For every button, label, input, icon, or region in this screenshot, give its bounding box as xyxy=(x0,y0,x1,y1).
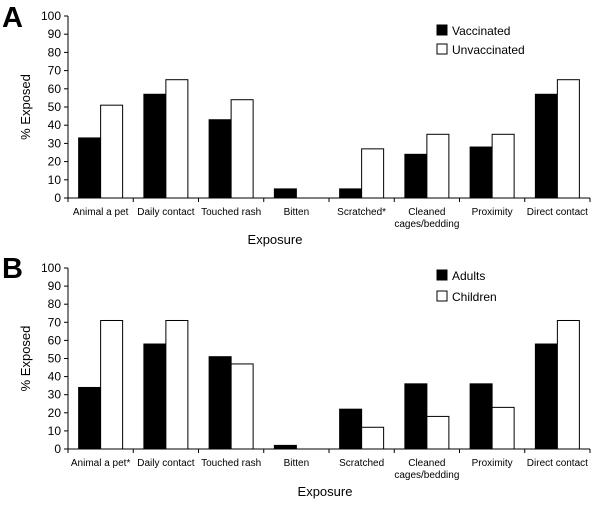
x-tick-label: Direct contact xyxy=(527,207,588,218)
x-tick-label: Daily contact xyxy=(137,458,194,469)
x-axis-title: Exposure xyxy=(248,232,303,247)
panel-letter: A xyxy=(2,2,23,34)
y-tick-label: 90 xyxy=(48,279,62,293)
bar-children-6 xyxy=(491,406,515,450)
bar-unvaccinated-4 xyxy=(361,148,385,199)
x-tick-label: Bitten xyxy=(284,458,310,469)
legend-label-adults: Adults xyxy=(452,269,485,283)
bar-unvaccinated-7 xyxy=(556,79,580,199)
y-tick-label: 60 xyxy=(48,82,62,96)
y-tick-label: 40 xyxy=(48,370,62,384)
y-tick-label: 20 xyxy=(48,406,62,420)
bar-vaccinated-6 xyxy=(469,146,493,199)
bar-children-1 xyxy=(165,319,189,450)
legend-swatch-vaccinated xyxy=(436,24,448,36)
legend-swatch-unvaccinated xyxy=(436,43,448,55)
bar-unvaccinated-1 xyxy=(165,79,189,199)
y-tick-label: 100 xyxy=(41,261,61,275)
bar-adults-2 xyxy=(208,356,232,450)
y-tick-label: 10 xyxy=(48,173,62,187)
bar-children-4 xyxy=(361,426,385,450)
y-tick-label: 50 xyxy=(48,100,62,114)
panel-b: B 0 10 20 30 40 50 60 70 80 90 100 Animal a pet* Dail… xyxy=(2,253,591,499)
bar-vaccinated-0 xyxy=(78,137,102,199)
bar-adults-7 xyxy=(534,343,558,450)
y-tick-label: 0 xyxy=(54,191,61,205)
bar-children-7 xyxy=(556,319,580,450)
bar-vaccinated-2 xyxy=(208,119,232,199)
y-axis-title: % Exposed xyxy=(18,74,33,140)
y-tick-label: 90 xyxy=(48,27,62,41)
x-tick-label: Scratched* xyxy=(337,207,386,218)
y-tick-label: 70 xyxy=(48,315,62,329)
bar-adults-1 xyxy=(143,343,167,450)
y-tick-label: 100 xyxy=(41,9,61,23)
x-tick-label: Cleaned cages/bedding xyxy=(394,207,459,230)
x-tick-label: Cleaned cages/bedding xyxy=(394,458,459,481)
x-tick-label: Touched rash xyxy=(201,207,261,218)
bar-adults-5 xyxy=(404,383,428,450)
panel-a: A 0 10 20 30 40 50 60 70 80 90 100 Animal a pet Daily… xyxy=(2,2,591,247)
legend-label-vaccinated: Vaccinated xyxy=(452,24,510,38)
y-tick-label: 0 xyxy=(54,442,61,456)
x-tick-label: Animal a pet* xyxy=(71,458,131,469)
bar-vaccinated-1 xyxy=(143,93,167,199)
bar-unvaccinated-2 xyxy=(230,99,254,199)
bar-unvaccinated-6 xyxy=(491,133,515,199)
bar-children-2 xyxy=(230,363,254,450)
bar-children-0 xyxy=(100,319,124,450)
bar-vaccinated-7 xyxy=(534,93,558,199)
x-tick-label: Touched rash xyxy=(201,458,261,469)
y-tick-label: 40 xyxy=(48,118,62,132)
panel-letter: B xyxy=(2,253,23,285)
y-tick-label: 60 xyxy=(48,333,62,347)
bar-adults-6 xyxy=(469,383,493,450)
bar-adults-4 xyxy=(339,408,363,450)
bar-unvaccinated-0 xyxy=(100,104,124,199)
y-tick-label: 80 xyxy=(48,297,62,311)
x-tick-label: Daily contact xyxy=(137,207,194,218)
bar-vaccinated-5 xyxy=(404,153,428,199)
y-tick-label: 80 xyxy=(48,45,62,59)
x-tick-label: Proximity xyxy=(472,207,513,218)
y-tick-label: 30 xyxy=(48,388,62,402)
legend-label-children: Children xyxy=(452,290,497,304)
bar-vaccinated-4 xyxy=(339,188,363,199)
x-tick-label: Scratched xyxy=(339,458,384,469)
y-tick-label: 20 xyxy=(48,155,62,169)
x-tick-label: Proximity xyxy=(472,458,513,469)
y-tick-label: 50 xyxy=(48,352,62,366)
bar-vaccinated-3 xyxy=(273,188,297,199)
y-axis-title: % Exposed xyxy=(18,326,33,392)
legend-swatch-children xyxy=(436,290,448,302)
x-tick-label: Animal a pet xyxy=(73,207,129,218)
bar-adults-3 xyxy=(273,444,297,450)
bar-adults-0 xyxy=(78,386,102,450)
x-axis-title: Exposure xyxy=(298,484,353,499)
y-tick-label: 70 xyxy=(48,64,62,78)
bar-unvaccinated-5 xyxy=(426,133,450,199)
y-tick-label: 10 xyxy=(48,424,62,438)
x-tick-label: Bitten xyxy=(284,207,310,218)
x-tick-label: Direct contact xyxy=(527,458,588,469)
bar-children-5 xyxy=(426,415,450,450)
y-tick-label: 30 xyxy=(48,136,62,150)
legend-swatch-adults xyxy=(436,269,448,281)
legend-label-unvaccinated: Unvaccinated xyxy=(452,43,525,57)
